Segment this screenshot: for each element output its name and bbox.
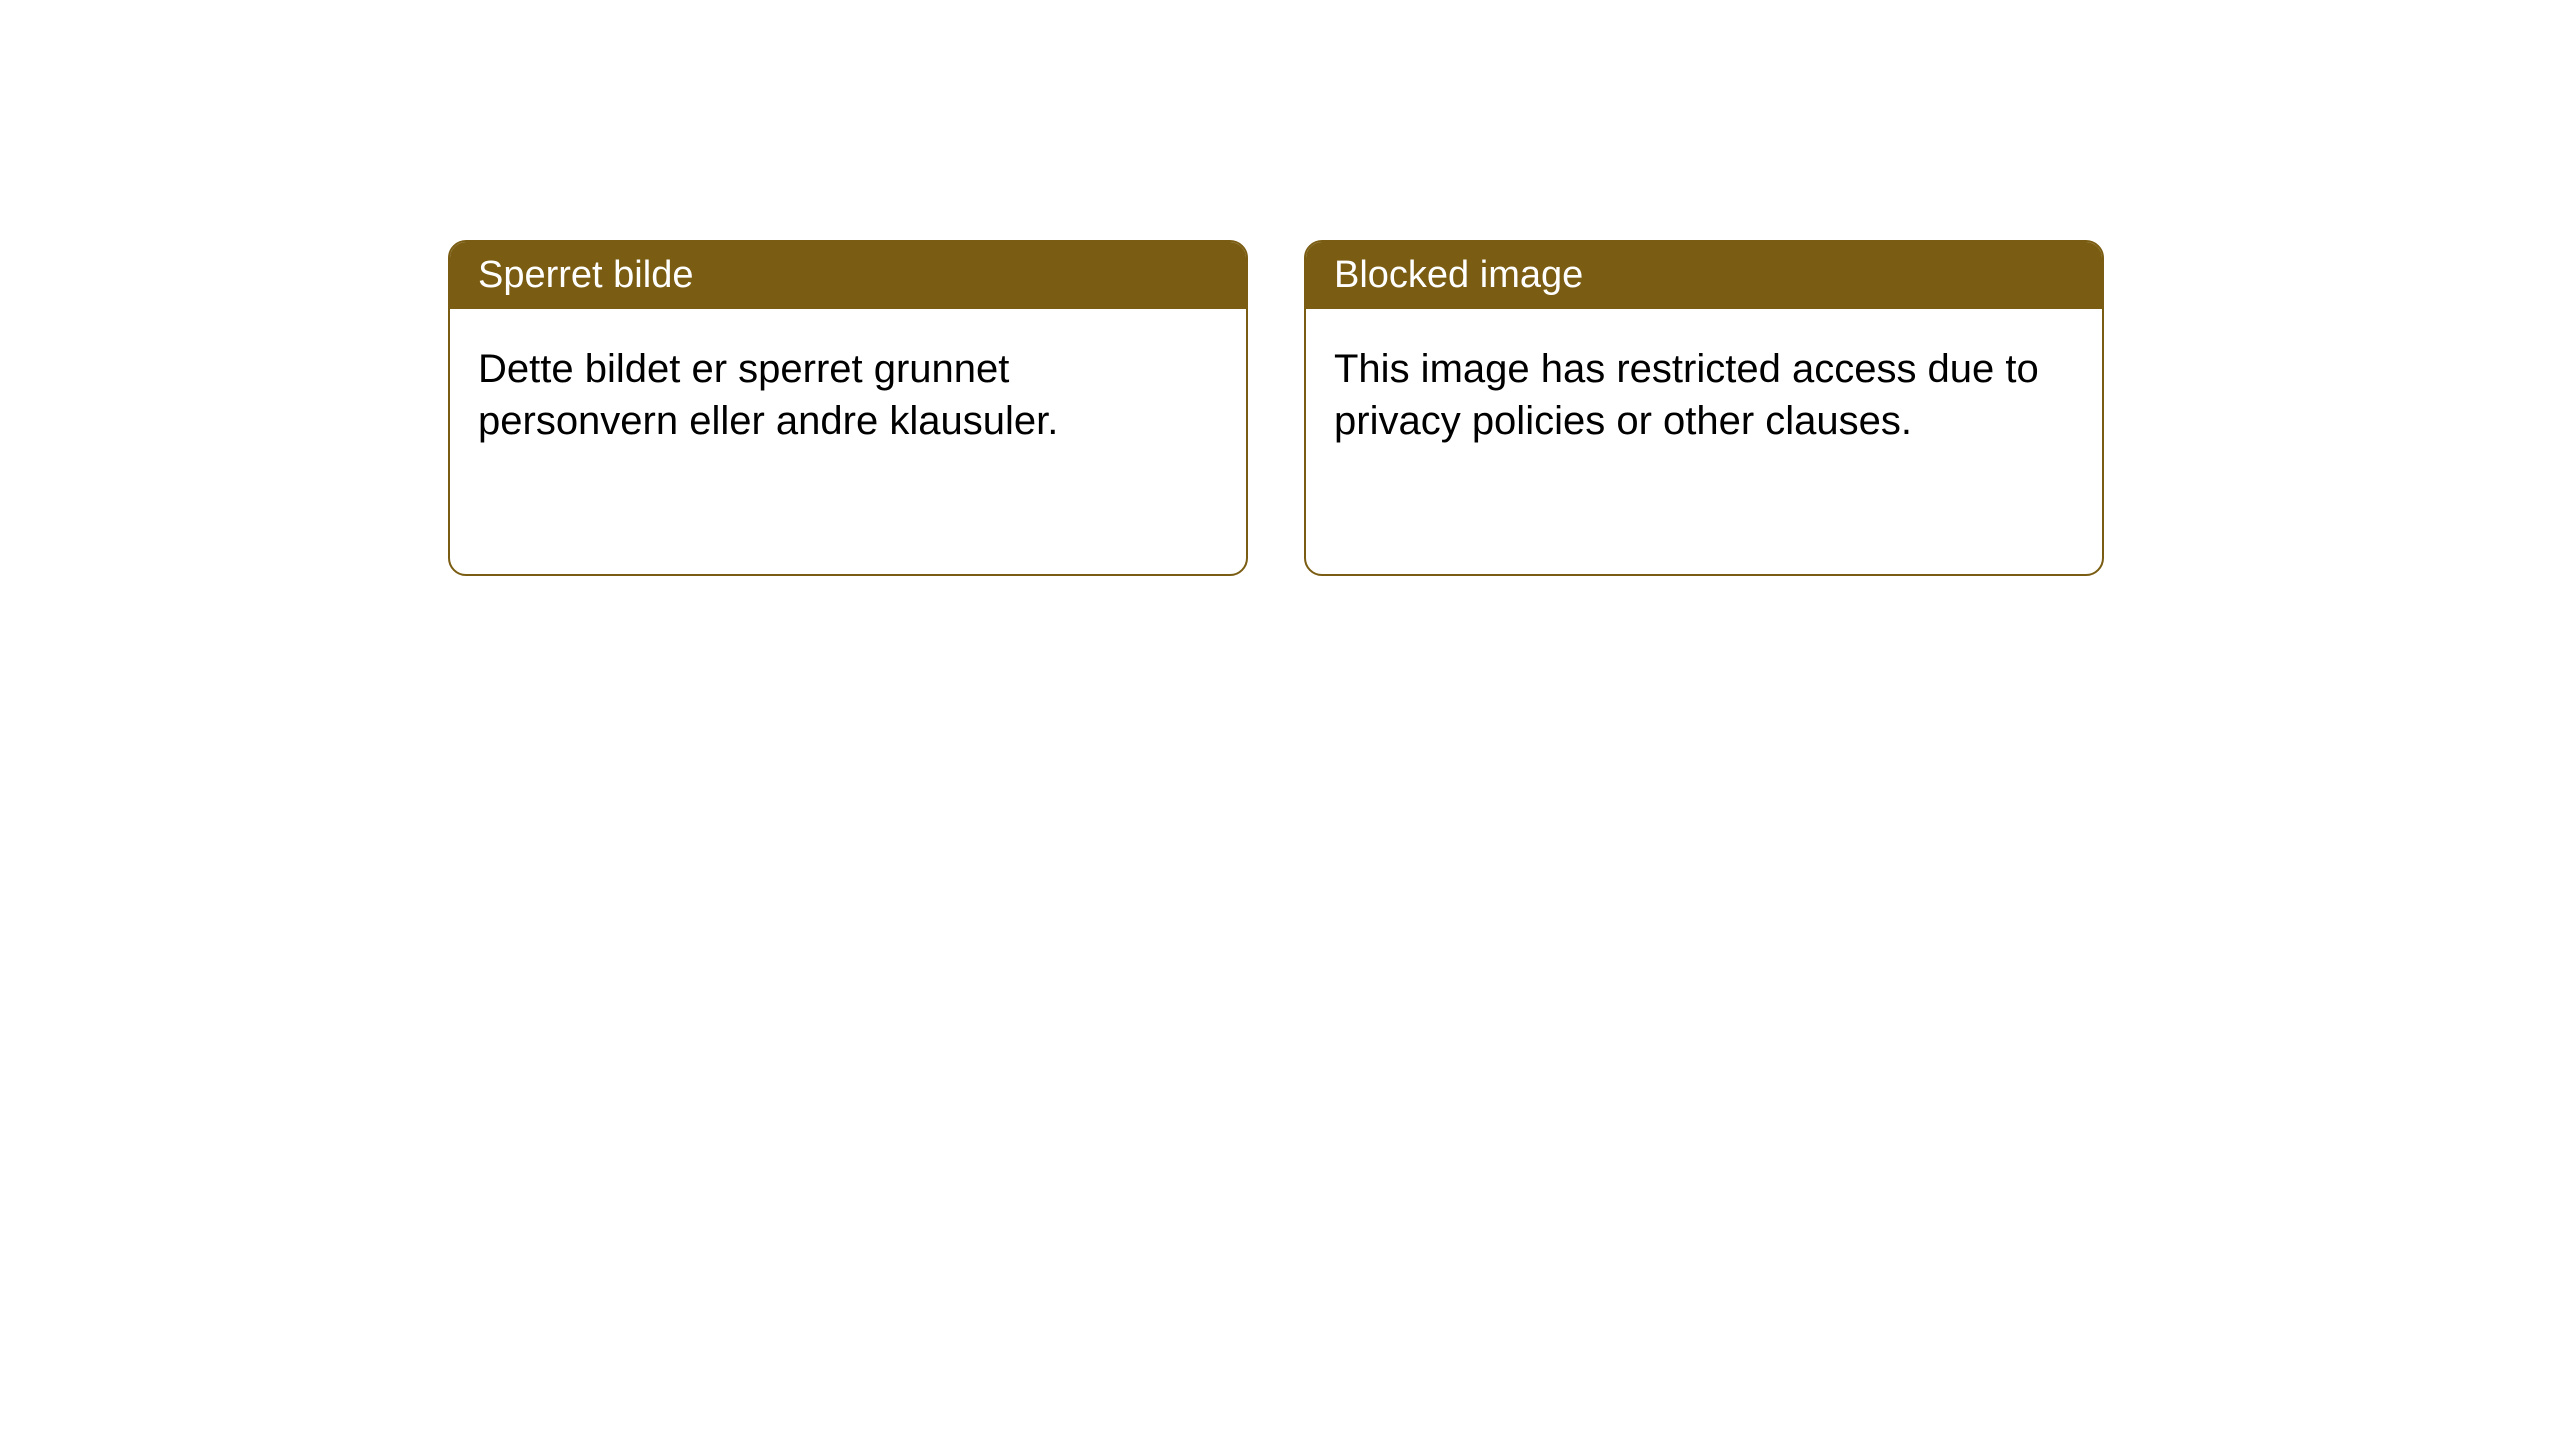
- notice-body-text: This image has restricted access due to …: [1334, 347, 2039, 443]
- notice-card-english: Blocked image This image has restricted …: [1304, 240, 2104, 576]
- notice-title: Blocked image: [1334, 254, 1583, 296]
- notice-card-norwegian: Sperret bilde Dette bildet er sperret gr…: [448, 240, 1248, 576]
- notice-header: Blocked image: [1306, 242, 2102, 309]
- notice-body: This image has restricted access due to …: [1306, 309, 2102, 481]
- notice-body: Dette bildet er sperret grunnet personve…: [450, 309, 1246, 481]
- notice-title: Sperret bilde: [478, 254, 693, 296]
- notice-container: Sperret bilde Dette bildet er sperret gr…: [0, 0, 2560, 576]
- notice-header: Sperret bilde: [450, 242, 1246, 309]
- notice-body-text: Dette bildet er sperret grunnet personve…: [478, 347, 1058, 443]
